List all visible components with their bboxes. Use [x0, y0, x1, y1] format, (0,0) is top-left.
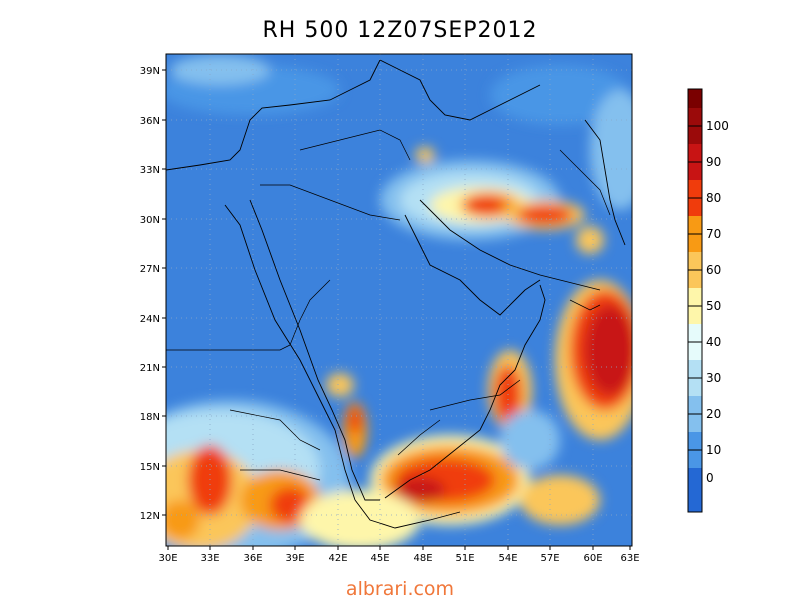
- lat-label: 15N: [140, 462, 160, 473]
- colorbar-label: 10: [706, 443, 721, 457]
- lat-ticks: [162, 69, 166, 516]
- lon-label: 36E: [243, 553, 262, 564]
- colorbar: 100 90 80 70 60 50 40 30 20 10 0: [687, 88, 729, 513]
- borders: [166, 129, 611, 481]
- map-title: RH 500 12Z07SEP2012: [262, 18, 538, 43]
- coastlines: [166, 59, 626, 529]
- lat-label: 24N: [140, 314, 160, 325]
- colorbar-label: 50: [706, 299, 721, 313]
- colorbar-swatch: [688, 468, 702, 512]
- lon-label: 33E: [200, 553, 219, 564]
- lon-label: 51E: [455, 553, 474, 564]
- lon-label: 63E: [620, 553, 639, 564]
- lon-label: 48E: [413, 553, 432, 564]
- watermark-text: albrari.com: [345, 578, 455, 600]
- colorbar-label: 90: [706, 155, 721, 169]
- lat-label: 30N: [140, 215, 160, 226]
- colorbar-label: 40: [706, 335, 721, 349]
- colorbar-label: 60: [706, 263, 721, 277]
- lon-label: 57E: [540, 553, 559, 564]
- lon-label: 42E: [328, 553, 347, 564]
- colorbar-label: 70: [706, 227, 721, 241]
- colorbar-frame: [687, 88, 703, 513]
- lon-ticks: [167, 546, 631, 550]
- graticule: [166, 54, 632, 546]
- lat-label: 21N: [140, 363, 160, 374]
- colorbar-labels: 100 90 80 70 60 50 40 30 20 10 0: [706, 119, 729, 485]
- lon-labels: 30E 33E 36E 39E 42E 45E 48E 51E 54E 57E …: [158, 553, 639, 564]
- lat-label: 27N: [140, 264, 160, 275]
- lon-label: 39E: [285, 553, 304, 564]
- lon-label: 30E: [158, 553, 177, 564]
- lat-label: 36N: [140, 116, 160, 127]
- lat-labels: 39N 36N 33N 30N 27N 24N 21N 18N 15N 12N: [140, 66, 160, 522]
- colorbar-top-cap: [688, 89, 702, 108]
- lat-label: 18N: [140, 412, 160, 423]
- colorbar-label: 20: [706, 407, 721, 421]
- colorbar-label: 30: [706, 371, 721, 385]
- lon-label: 54E: [498, 553, 517, 564]
- lat-label: 39N: [140, 66, 160, 77]
- lat-label: 33N: [140, 165, 160, 176]
- plot-frame: [165, 53, 633, 547]
- lon-label: 60E: [583, 553, 602, 564]
- colorbar-label: 100: [706, 119, 729, 133]
- rh-field: [166, 54, 632, 546]
- colorbar-label: 80: [706, 191, 721, 205]
- lat-label: 12N: [140, 511, 160, 522]
- lon-label: 45E: [370, 553, 389, 564]
- colorbar-label: 0: [706, 471, 714, 485]
